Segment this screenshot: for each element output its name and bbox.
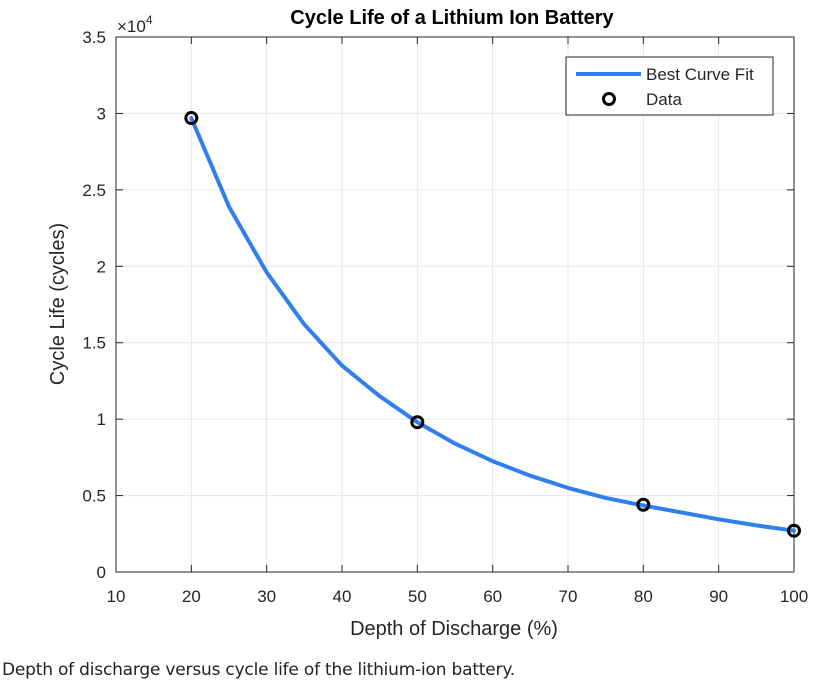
labels-layer: Cycle Life of a Lithium Ion Battery Dept… [47,7,615,640]
legend-marker-swatch [602,92,616,106]
y-tick-label: 1 [97,410,106,429]
y-tick-label: 2.5 [82,181,106,200]
y-axis-label: Cycle Life (cycles) [47,223,69,385]
x-tick-label: 90 [709,587,728,606]
data-point [787,523,801,538]
data-point [184,111,199,126]
x-tick-label: 70 [559,587,578,606]
x-tick-label: 50 [408,587,427,606]
x-tick-label: 80 [634,587,653,606]
y-tick-label: 2 [97,257,106,276]
legend-box [565,56,774,116]
legend-label-best-curve-fit: Best Curve Fit [646,65,754,84]
series-line-best-curve-fit [189,116,796,533]
y-tick-label: 0.5 [82,487,106,506]
axes-layer: 10 20 30 40 50 60 70 80 90 100 0 0.5 1 1.5 2 2.5 3 3.5 [82,28,808,606]
axes-box [115,36,795,573]
y-exponent-base: ×10 [117,17,146,36]
chart-title: Cycle Life of a Lithium Ion Battery [290,7,614,29]
x-tick-label: 100 [780,587,808,606]
figure-caption: Depth of discharge versus cycle life of … [2,660,515,680]
plot-background [116,37,794,572]
data-point [410,415,425,430]
y-exponent-label: ×104 [117,13,153,36]
y-exponent-power: 4 [146,13,153,27]
chart: 10 20 30 40 50 60 70 80 90 100 0 0.5 1 1.5 2 2.5 3 3.5 Be… [47,7,808,640]
x-tick-label: 40 [333,587,352,606]
y-tick-label: 3 [97,104,106,123]
x-tick-label: 20 [182,587,201,606]
y-tick-label: 3.5 [82,28,106,47]
x-axis-label: Depth of Discharge (%) [350,618,558,640]
y-tick-label: 1.5 [82,334,106,353]
legend-layer: Best Curve Fit Data [565,56,774,116]
x-tick-label: 30 [257,587,276,606]
series-layer [184,111,801,538]
x-tick-label: 60 [483,587,502,606]
x-tick-label: 10 [107,587,126,606]
data-point [636,497,651,512]
legend-label-data: Data [646,90,682,109]
grid-layer [116,37,794,572]
y-tick-label: 0 [97,563,106,582]
